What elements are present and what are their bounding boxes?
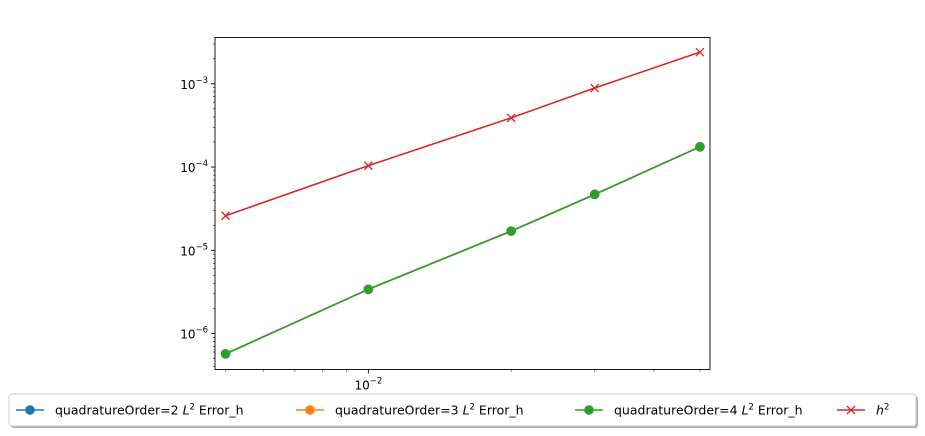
axes: 10−6 10−5 10−4 10−3 10−2 [180,43,701,393]
series-3-point-5 [695,142,705,152]
x-tick-label-1: 10−2 [354,377,382,393]
legend-box [8,393,917,427]
series-3-point-4 [589,189,600,200]
legend-label-3: quadratureOrder=4 L2 Error_h [614,403,803,418]
series-4-point-2 [363,161,373,171]
plot-marks [220,47,705,359]
y-tick-label-1: 10−6 [180,326,208,342]
legend: quadratureOrder=2 L2 Error_h quadratureOr… [8,393,918,428]
legend-marker-2 [305,405,315,415]
series-3 [220,142,705,359]
plot-frame [214,37,711,370]
legend-entry-4: h2 [837,403,889,418]
series-3-point-3 [506,226,516,236]
series-line-4 [225,51,701,217]
series-4-point-4 [590,83,600,93]
y-tick-label-4: 10−3 [180,76,208,92]
series-4-point-3 [506,113,516,123]
legend-label-1: quadratureOrder=2 L2 Error_h [55,403,244,418]
y-tick-label-3: 10−4 [180,159,208,175]
legend-label-2: quadratureOrder=3 L2 Error_h [335,403,524,418]
y-tick-label-2: 10−5 [180,242,208,258]
legend-entry-3: quadratureOrder=4 L2 Error_h [575,403,803,418]
series-3-point-1 [220,349,231,359]
legend-entry-2: quadratureOrder=3 L2 Error_h [296,403,524,418]
series-line-3 [225,146,701,355]
legend-marker-4 [846,405,856,415]
legend-marker-1 [25,405,35,415]
series-4-point-1 [221,211,231,221]
series-4 [221,47,705,221]
legend-label-4: h2 [876,403,889,418]
legend-entry-1: quadratureOrder=2 L2 Error_h [16,403,244,418]
legend-marker-3 [584,405,594,415]
series-4-point-5 [695,47,705,57]
series-3-point-2 [363,284,374,295]
